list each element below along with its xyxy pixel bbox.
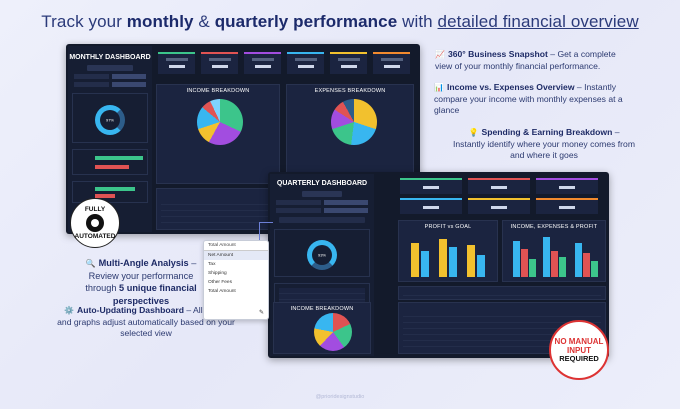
kpi-card	[330, 52, 367, 74]
magnifier-icon: 🔍	[85, 259, 96, 268]
kpi-card	[373, 52, 410, 74]
dropdown-option[interactable]: Net Amount	[204, 251, 268, 260]
quarterly-kpi-row	[400, 178, 598, 194]
filter-row	[270, 200, 374, 205]
kpi-card	[400, 178, 462, 194]
amount-type-dropdown[interactable]: Total Amount Net Amount Tax Shipping Oth…	[203, 240, 269, 320]
filter-row	[68, 82, 152, 87]
profit-vs-goal-panel: PROFIT vs GOAL	[398, 220, 498, 282]
bar-chart-icon: 📊	[434, 83, 444, 92]
quarterly-income-pie-chart	[314, 313, 352, 351]
dropdown-option[interactable]: Shipping	[208, 271, 227, 276]
no-manual-input-badge: NO MANUAL INPUT REQUIRED	[549, 320, 609, 380]
kpi-card	[468, 198, 530, 214]
connector-line	[259, 222, 273, 242]
feature-spending-earning: 💡 Spending & Earning Breakdown – Instantl…	[453, 127, 635, 161]
headline-quarterly: quarterly performance	[214, 12, 398, 31]
headline-amp: &	[193, 12, 215, 31]
fully-automated-badge: FULLY AUTOMATED	[70, 198, 120, 248]
filter-row	[68, 74, 152, 79]
quarterly-kpi-row-2	[400, 198, 598, 214]
income-expenses-profit-title: INCOME, EXPENSES & PROFIT	[510, 224, 598, 230]
quarterly-dashboard-title: QUARTERLY DASHBOARD	[276, 180, 368, 187]
headline-with: with	[397, 12, 438, 31]
amount-type-selector[interactable]	[279, 217, 365, 223]
kpi-card	[536, 178, 598, 194]
monthly-donut-value: 97%	[105, 117, 114, 123]
income-breakdown-title: INCOME BREAKDOWN	[186, 88, 250, 94]
quarter-selector[interactable]	[302, 191, 342, 197]
income-pie-chart	[197, 99, 243, 145]
dropdown-option[interactable]: Tax	[208, 262, 216, 267]
income-vs-expenses-minibars	[72, 149, 148, 175]
kpi-card	[400, 198, 462, 214]
kpi-card	[201, 52, 238, 74]
lightbulb-icon: 💡	[468, 128, 479, 137]
feature-business-snapshot: 📈 360° Business Snapshot – Get a complete…	[435, 49, 616, 71]
quarterly-donut-chart: 93%	[307, 239, 337, 270]
dropdown-option[interactable]: Other Fees	[208, 280, 232, 285]
gear-icon	[86, 214, 104, 232]
quarterly-income-breakdown-title: INCOME BREAKDOWN	[290, 306, 354, 312]
kpi-card	[536, 198, 598, 214]
headline: Track your monthly & quarterly performan…	[0, 12, 680, 32]
expenses-pie-chart	[331, 99, 377, 145]
quarterly-dashboard: QUARTERLY DASHBOARD 93% INCOME BREAKDOWN…	[268, 172, 609, 358]
pencil-icon[interactable]: ✎	[258, 310, 264, 316]
feature-multi-angle: 🔍 Multi-Angle Analysis – Review your perf…	[85, 258, 197, 306]
kpi-card	[244, 52, 281, 74]
monthly-donut-chart: 97%	[95, 104, 125, 135]
kpi-card	[287, 52, 324, 74]
credit-text: @prioridesignstudio	[315, 394, 365, 400]
expenses-breakdown-title: EXPENSES BREAKDOWN	[314, 88, 386, 94]
monthly-kpi-row	[158, 52, 410, 74]
quarterly-sidebar: QUARTERLY DASHBOARD 93% INCOME BREAKDOWN	[270, 174, 374, 356]
monthly-dashboard-title: MONTHLY DASHBOARD	[69, 54, 151, 61]
kpi-card	[158, 52, 195, 74]
filter-row	[270, 208, 374, 213]
dropdown-option[interactable]: Total Amount	[208, 289, 236, 294]
income-expenses-profit-bars	[513, 237, 598, 277]
headline-underline: detailed financial overview	[437, 12, 639, 31]
quarterly-income-breakdown-panel: INCOME BREAKDOWN	[273, 302, 371, 354]
profit-vs-goal-title: PROFIT vs GOAL	[424, 224, 472, 230]
quarterly-goal-box: 93%	[274, 229, 370, 277]
quarterly-donut-value: 93%	[317, 252, 326, 258]
profit-vs-goal-bars	[411, 239, 485, 277]
month-selector[interactable]	[87, 65, 133, 71]
income-expenses-profit-panel: INCOME, EXPENSES & PROFIT	[502, 220, 606, 282]
quarterly-totals-header	[398, 286, 606, 300]
feature-income-vs-expenses: 📊 Income vs. Expenses Overview – Instantl…	[434, 82, 623, 116]
headline-text: Track your	[41, 12, 127, 31]
expenses-breakdown-panel: EXPENSES BREAKDOWN	[286, 84, 414, 184]
dropdown-header[interactable]: Total Amount	[204, 241, 268, 251]
gear-icon: ⚙️	[64, 306, 75, 315]
monthly-goal-box: 97%	[72, 93, 148, 143]
chart-up-icon: 📈	[435, 50, 445, 59]
kpi-card	[468, 178, 530, 194]
headline-monthly: monthly	[126, 12, 194, 31]
income-breakdown-panel: INCOME BREAKDOWN	[156, 84, 280, 184]
